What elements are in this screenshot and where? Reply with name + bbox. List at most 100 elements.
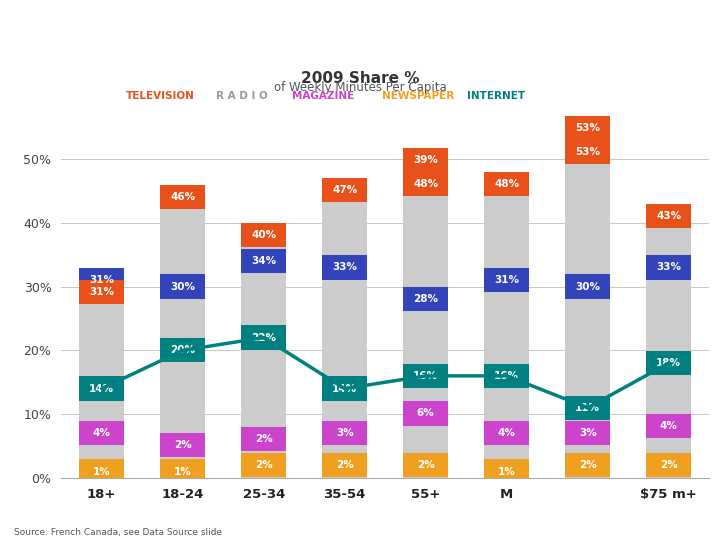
Bar	[403, 287, 448, 312]
Bar	[161, 185, 205, 478]
Bar	[79, 460, 124, 484]
Bar	[565, 274, 610, 299]
Text: 31%: 31%	[494, 275, 519, 285]
Text: 1%: 1%	[174, 467, 192, 476]
Text: 2%: 2%	[255, 434, 273, 444]
Bar	[161, 274, 205, 299]
Text: 16%: 16%	[413, 371, 438, 381]
Bar	[79, 268, 124, 292]
Bar	[565, 140, 610, 478]
Bar	[161, 460, 205, 484]
Text: 1%: 1%	[93, 467, 111, 476]
Text: 3%: 3%	[336, 428, 354, 437]
Text: R A D I O: R A D I O	[216, 91, 268, 101]
Bar	[323, 178, 367, 202]
Bar	[161, 185, 205, 209]
Bar	[323, 421, 367, 445]
Text: 48%: 48%	[413, 179, 438, 189]
Text: MAGAZINE: MAGAZINE	[292, 91, 354, 101]
Text: 2%: 2%	[660, 460, 678, 470]
Text: 39%: 39%	[413, 154, 438, 165]
Bar	[565, 116, 610, 140]
Text: 2009 Share %: 2009 Share %	[301, 71, 419, 86]
Text: 6%: 6%	[417, 408, 435, 418]
Text: 30%: 30%	[575, 281, 600, 292]
Text: 2%: 2%	[174, 441, 192, 450]
Bar	[79, 421, 124, 445]
Bar	[647, 204, 691, 228]
Bar	[403, 364, 448, 388]
Bar	[403, 172, 448, 196]
Text: 16%: 16%	[494, 371, 519, 381]
Bar	[241, 249, 286, 273]
Bar	[403, 453, 448, 477]
Text: 2%: 2%	[579, 460, 597, 470]
Bar	[79, 376, 124, 401]
Bar	[323, 376, 367, 401]
Text: 30%: 30%	[170, 281, 195, 292]
Text: 11%: 11%	[575, 403, 600, 413]
Text: 14%: 14%	[89, 383, 114, 394]
Bar	[565, 396, 610, 420]
Text: 39%: 39%	[298, 103, 322, 113]
Bar	[485, 460, 529, 484]
Bar	[485, 364, 529, 388]
Bar	[485, 172, 529, 196]
Text: Internet Has A Strong High Income Skew.: Internet Has A Strong High Income Skew.	[11, 18, 498, 38]
Bar	[403, 172, 448, 478]
Text: 2%: 2%	[255, 460, 273, 470]
Bar	[565, 453, 610, 477]
Bar	[403, 147, 448, 172]
Text: 28%: 28%	[413, 294, 438, 305]
Text: 34%: 34%	[251, 256, 276, 266]
Bar	[241, 223, 286, 247]
Text: 14%: 14%	[332, 383, 357, 394]
Text: 18%: 18%	[656, 358, 681, 368]
Text: 33%: 33%	[332, 262, 357, 273]
Bar	[485, 172, 529, 478]
Bar	[79, 280, 124, 305]
Bar	[485, 268, 529, 292]
Text: 4%: 4%	[498, 428, 516, 437]
Bar	[647, 453, 691, 477]
Bar	[647, 255, 691, 280]
Bar	[323, 178, 367, 478]
Bar	[241, 223, 286, 478]
Text: 40%: 40%	[251, 230, 276, 240]
Bar	[161, 433, 205, 457]
Bar	[323, 453, 367, 477]
Text: 43%: 43%	[656, 211, 681, 221]
Text: of Weekly Minutes Per Capita: of Weekly Minutes Per Capita	[274, 81, 446, 94]
Text: 20%: 20%	[170, 346, 195, 355]
Bar	[241, 453, 286, 477]
Text: 53%: 53%	[575, 123, 600, 133]
Text: 53%: 53%	[575, 147, 600, 157]
Text: 47%: 47%	[332, 185, 357, 195]
Bar	[565, 140, 610, 164]
Text: 2%: 2%	[336, 460, 354, 470]
Bar	[647, 414, 691, 438]
Text: 46%: 46%	[170, 192, 195, 201]
Text: 4%: 4%	[660, 421, 678, 431]
Text: 48%: 48%	[494, 179, 519, 189]
Text: INTERNET: INTERNET	[467, 91, 525, 101]
Bar	[647, 351, 691, 375]
Text: 33%: 33%	[656, 262, 681, 273]
Text: Source: French Canada, see Data Source slide: Source: French Canada, see Data Source s…	[14, 528, 222, 537]
Bar	[647, 204, 691, 478]
Text: 4%: 4%	[93, 428, 111, 437]
Text: 31%: 31%	[89, 275, 114, 285]
Text: 2%: 2%	[417, 460, 435, 470]
Text: 1%: 1%	[498, 467, 516, 476]
Bar	[241, 427, 286, 451]
Text: NEWSPAPER: NEWSPAPER	[382, 91, 454, 101]
Bar	[323, 255, 367, 280]
Text: 31%: 31%	[89, 287, 114, 298]
Text: 3%: 3%	[579, 428, 597, 437]
Bar	[403, 401, 448, 426]
Bar	[79, 280, 124, 478]
Text: 22%: 22%	[251, 333, 276, 342]
Bar	[161, 338, 205, 362]
Bar	[485, 421, 529, 445]
Bar	[565, 421, 610, 445]
